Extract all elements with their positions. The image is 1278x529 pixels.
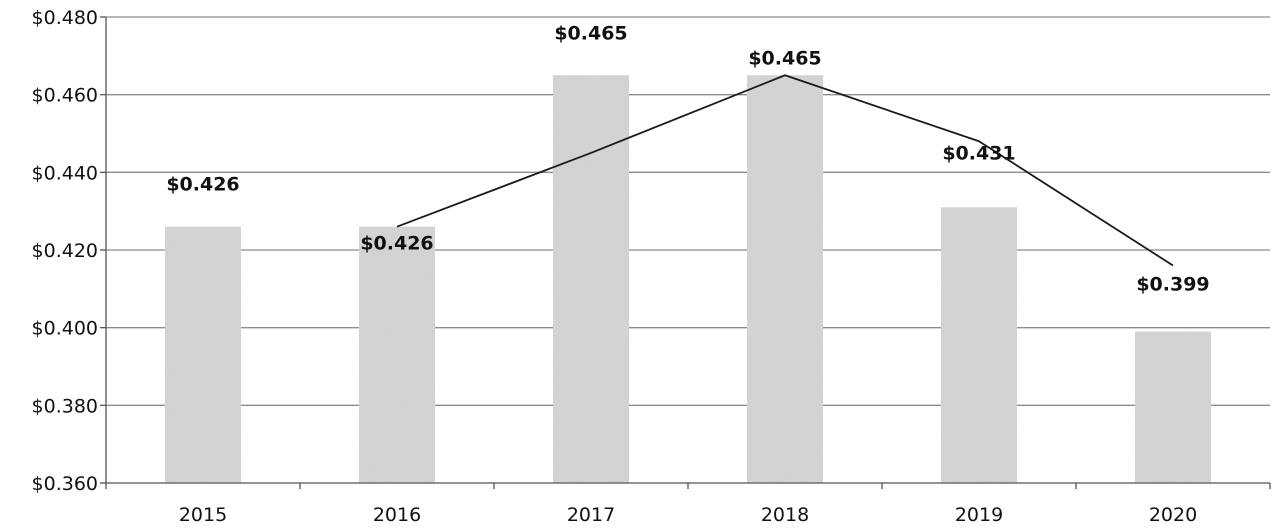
- line-data-label: $0.399: [1136, 274, 1209, 296]
- x-tick-label: 2016: [373, 504, 421, 526]
- line-data-label: $0.426: [360, 233, 433, 255]
- bars: [165, 75, 1211, 484]
- line-series: [396, 74, 1174, 267]
- line-data-label: $0.465: [748, 47, 821, 69]
- bar-2016: [359, 226, 435, 483]
- bar-data-label: $0.426: [166, 174, 239, 196]
- x-tick-label: 2018: [761, 504, 809, 526]
- bar-2015: [165, 226, 241, 483]
- x-tick-label: 2020: [1149, 504, 1197, 526]
- y-tick-label: $0.460: [32, 85, 98, 107]
- labels: $0.426 $0.465 $0.426 $0.465 $0.431 $0.399: [166, 22, 1209, 295]
- bar-2018: [747, 75, 823, 483]
- bar-2020: [1135, 331, 1211, 483]
- line-series-path: [396, 74, 1174, 267]
- bar-data-label: $0.465: [554, 22, 627, 44]
- y-tick-label: $0.420: [32, 240, 98, 262]
- y-tick-label: $0.440: [32, 162, 98, 184]
- bar-2019: [941, 207, 1017, 484]
- axes: $0.360 $0.380 $0.400 $0.420 $0.440 $0.460 $0.4…: [32, 7, 1271, 526]
- y-tick-label: $0.480: [32, 7, 98, 29]
- y-tick-label: $0.360: [32, 473, 98, 495]
- x-tick-label: 2019: [955, 504, 1003, 526]
- bar-2017: [553, 75, 629, 483]
- gridlines: [106, 16, 1270, 406]
- y-tick-label: $0.400: [32, 318, 98, 340]
- line-data-label: $0.431: [942, 142, 1015, 164]
- y-tick-label: $0.380: [32, 395, 98, 417]
- x-tick-label: 2017: [567, 504, 615, 526]
- x-tick-label: 2015: [179, 504, 227, 526]
